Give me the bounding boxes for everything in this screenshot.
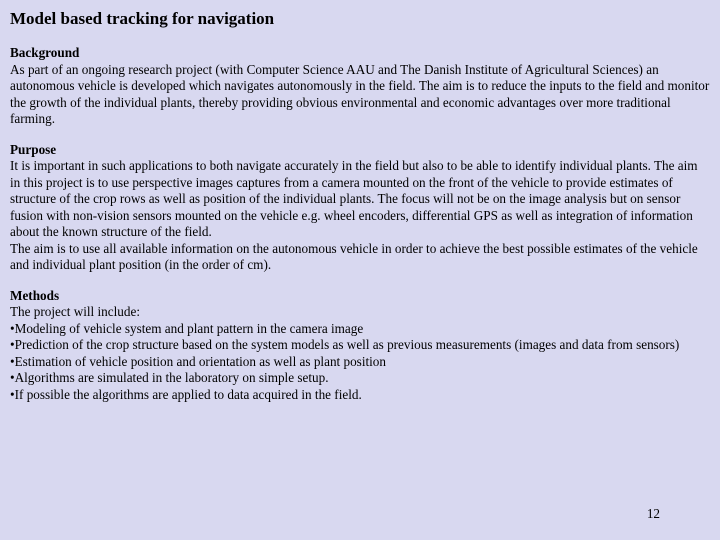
methods-bullet: •If possible the algorithms are applied …	[10, 387, 710, 404]
heading-purpose: Purpose	[10, 142, 710, 159]
methods-bullets: •Modeling of vehicle system and plant pa…	[10, 321, 710, 404]
methods-bullet: •Modeling of vehicle system and plant pa…	[10, 321, 710, 338]
methods-bullet: •Estimation of vehicle position and orie…	[10, 354, 710, 371]
page-number: 12	[647, 506, 660, 523]
methods-bullet: •Algorithms are simulated in the laborat…	[10, 370, 710, 387]
section-methods: Methods The project will include: •Model…	[10, 288, 710, 404]
body-purpose-2: The aim is to use all available informat…	[10, 241, 710, 274]
section-background: Background As part of an ongoing researc…	[10, 45, 710, 128]
methods-bullet: •Prediction of the crop structure based …	[10, 337, 710, 354]
section-purpose: Purpose It is important in such applicat…	[10, 142, 710, 274]
body-background: As part of an ongoing research project (…	[10, 62, 710, 128]
methods-intro: The project will include:	[10, 304, 710, 321]
heading-methods: Methods	[10, 288, 710, 305]
body-purpose-1: It is important in such applications to …	[10, 158, 710, 241]
heading-background: Background	[10, 45, 710, 62]
page-title: Model based tracking for navigation	[10, 8, 710, 29]
